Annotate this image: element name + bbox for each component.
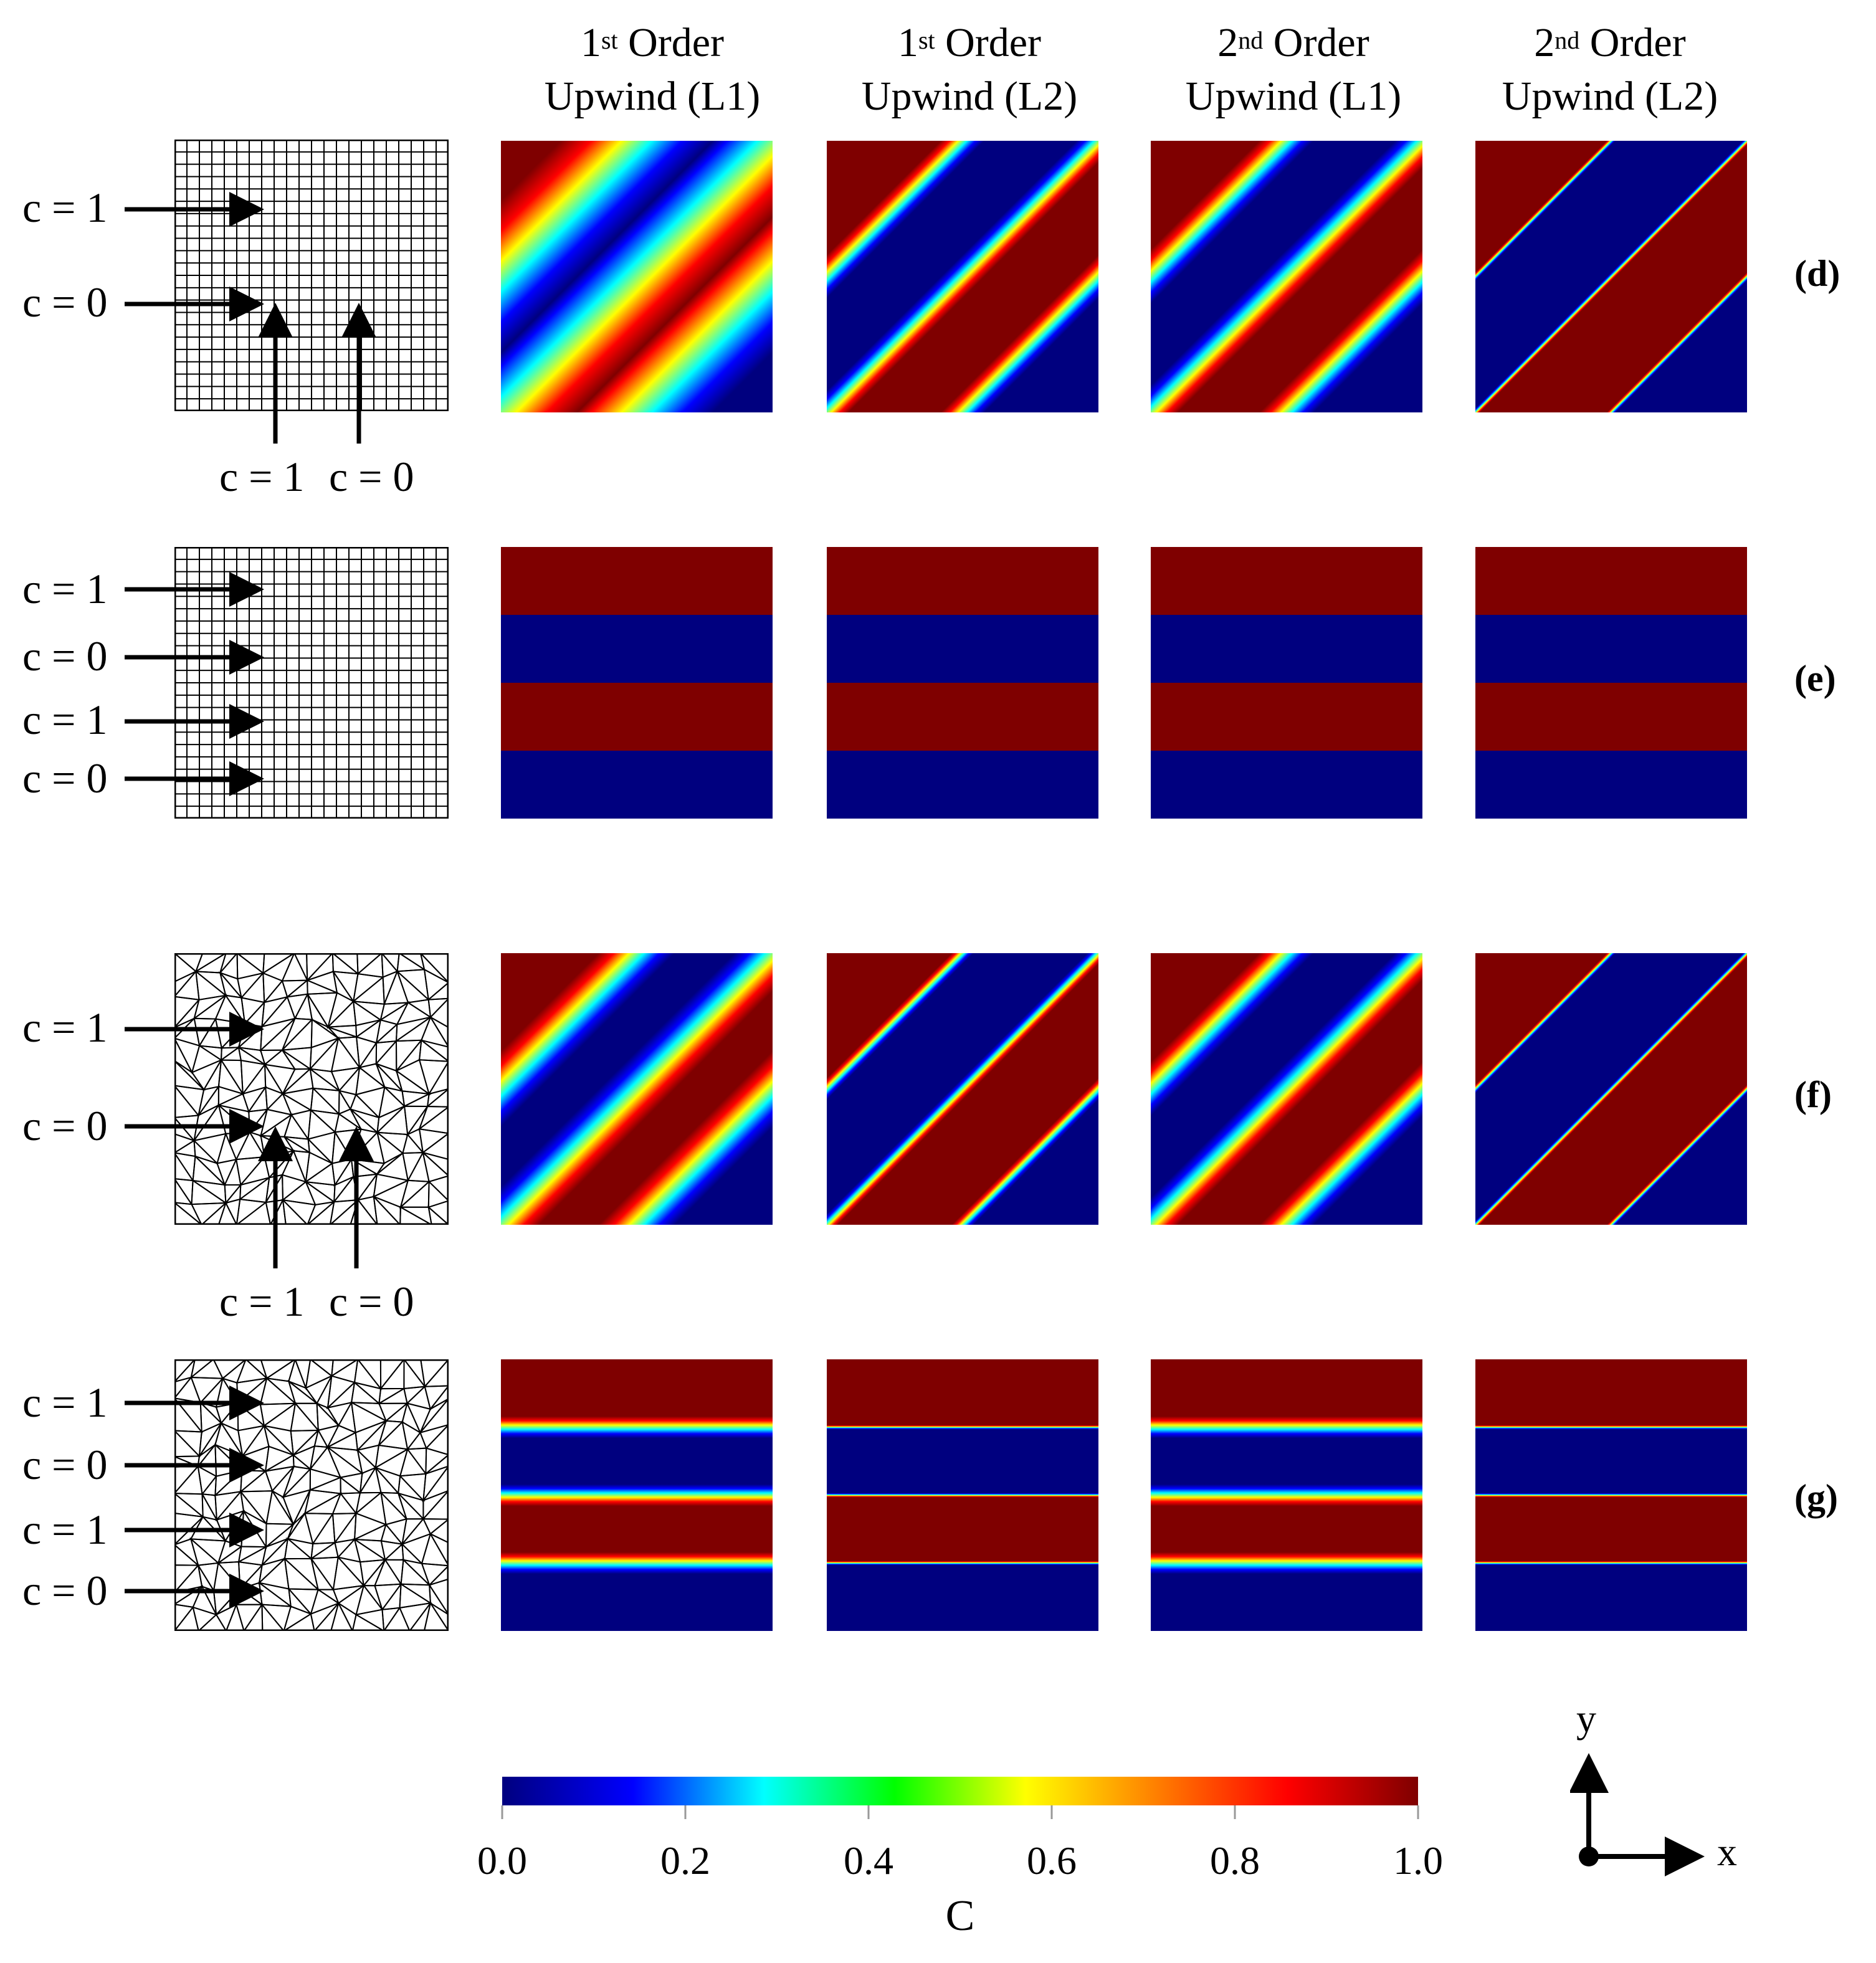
label-e-left-4: c = 0	[22, 754, 108, 802]
label-e-left-2: c = 0	[22, 632, 108, 680]
contour-g-2nd-L2	[1475, 1359, 1747, 1631]
label-d-bottom-1: c = 1	[219, 453, 305, 500]
label-d-left-1: c = 1	[22, 184, 108, 231]
label-g-left-4: c = 0	[22, 1567, 108, 1614]
label-f-left-1: c = 1	[22, 1004, 108, 1051]
colorbar	[502, 1777, 1418, 1805]
label-d-bottom-2: c = 0	[329, 453, 414, 500]
contour-e-2nd-L2	[1475, 547, 1747, 819]
colorbar-tick-2: 0.4	[844, 1838, 893, 1883]
unstructured-mesh-g	[174, 1359, 449, 1631]
label-d-left-2: c = 0	[22, 278, 108, 326]
column-header-2: 1st Order Upwind (L2)	[861, 20, 1078, 119]
axes-indicator	[1570, 1753, 1705, 1876]
colorbar-tick-1: 0.2	[660, 1838, 710, 1883]
row-label-e: (e)	[1794, 658, 1836, 699]
column-header-4: 2nd Order Upwind (L2)	[1502, 20, 1718, 119]
row-label-f: (f)	[1794, 1074, 1832, 1115]
label-g-left-3: c = 1	[22, 1506, 108, 1553]
colorbar-ticks	[501, 1805, 1419, 1819]
structured-mesh-e	[174, 547, 449, 819]
row-label-d: (d)	[1794, 253, 1840, 294]
contour-f-1st-L2	[827, 953, 1098, 1225]
colorbar-tick-3: 0.6	[1027, 1838, 1077, 1883]
row-label-g: (g)	[1794, 1477, 1838, 1518]
contour-e-1st-L1	[501, 547, 773, 819]
label-e-left-3: c = 1	[22, 696, 108, 743]
contour-g-1st-L1	[501, 1359, 773, 1631]
label-e-left-1: c = 1	[22, 565, 108, 612]
label-g-left-1: c = 1	[22, 1379, 108, 1426]
contour-e-1st-L2	[827, 547, 1098, 819]
contour-f-2nd-L2	[1475, 953, 1747, 1225]
contour-f-1st-L1	[501, 953, 773, 1225]
label-g-left-2: c = 0	[22, 1441, 108, 1488]
contour-d-1st-L1	[501, 141, 773, 412]
contour-d-2nd-L2	[1475, 141, 1747, 412]
label-f-bottom-1: c = 1	[219, 1278, 305, 1325]
contour-g-2nd-L1	[1151, 1359, 1422, 1631]
contour-f-2nd-L1	[1151, 953, 1422, 1225]
colorbar-tick-0: 0.0	[477, 1838, 527, 1883]
label-f-bottom-2: c = 0	[329, 1278, 414, 1325]
axis-y-label: y	[1576, 1696, 1596, 1741]
column-header-1: 1st Order Upwind (L1)	[544, 20, 761, 119]
contour-d-2nd-L1	[1151, 141, 1422, 412]
column-header-3: 2nd Order Upwind (L1)	[1185, 20, 1402, 119]
colorbar-label: C	[945, 1892, 975, 1940]
contour-d-1st-L2	[827, 141, 1098, 412]
colorbar-tick-5: 1.0	[1393, 1838, 1443, 1883]
label-f-left-2: c = 0	[22, 1102, 108, 1149]
axis-x-label: x	[1717, 1830, 1737, 1874]
contour-e-2nd-L1	[1151, 547, 1422, 819]
contour-g-1st-L2	[827, 1359, 1098, 1631]
colorbar-tick-4: 0.8	[1210, 1838, 1260, 1883]
structured-mesh-d	[174, 140, 449, 411]
